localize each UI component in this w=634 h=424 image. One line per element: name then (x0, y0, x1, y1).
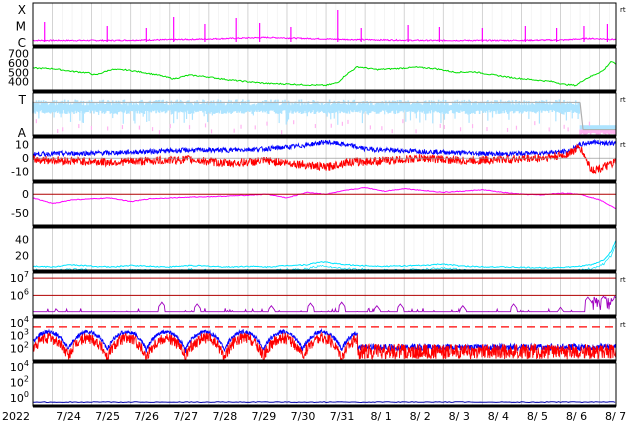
y-tick-speed: 700 (8, 48, 29, 61)
panel-label-C: C (18, 36, 26, 50)
x-tick-label: 8/ 4 (488, 410, 509, 423)
series-line-bfield-red (32, 143, 617, 175)
x-tick-label: 8/ 7 (605, 410, 626, 423)
right-tag-electron: rt (620, 321, 626, 329)
right-tag-bfield: rt (620, 141, 626, 149)
y-tick-speed: 500 (8, 66, 29, 79)
panel-label-M: M (16, 20, 26, 34)
x-tick-label: 8/ 5 (527, 410, 548, 423)
panel-frame-density (32, 227, 617, 272)
series-layer (32, 10, 617, 404)
panel-label-T: T (18, 93, 27, 107)
series-line-bfield-blue (32, 138, 616, 158)
y-tick-speed: 600 (8, 57, 29, 70)
series-line-speed-green (32, 61, 616, 87)
y-tick-density: 20 (15, 249, 29, 262)
right-tag-xmc: rt (620, 6, 626, 14)
y-tick-neutron: 104 (10, 359, 29, 374)
x-tick-label: 7/28 (212, 410, 237, 423)
series-line-dst-magenta (32, 186, 616, 210)
y-tick-bfield: 0 (22, 152, 29, 165)
x-tick-label: 8/ 1 (371, 410, 392, 423)
right-tag-ta: rt (620, 96, 626, 104)
proton-flux-line (33, 295, 617, 314)
series-line-density-cyan (32, 240, 617, 269)
x-tick-label: 8/ 6 (566, 410, 587, 423)
panel-label-A: A (18, 126, 27, 140)
neutron-count-line (33, 401, 616, 404)
y-tick-neutron: 102 (10, 375, 29, 390)
y-tick-neutron: 100 (10, 390, 29, 405)
y-tick-density: 40 (15, 234, 29, 247)
y-tick-speed: 400 (8, 76, 29, 89)
y-tick-proton: 107 (10, 270, 29, 285)
panel-label-X: X (18, 3, 26, 17)
electron-flux-blue (32, 328, 617, 354)
panel-frame-dst (32, 182, 617, 227)
x-tick-label: 7/27 (173, 410, 198, 423)
xray-flux-line (32, 36, 617, 42)
x-tick-label: 8/ 3 (449, 410, 470, 423)
x-tick-label: 7/29 (252, 410, 277, 423)
x-tick-label: 7/26 (134, 410, 159, 423)
y-tick-dst: 0 (22, 188, 29, 201)
y-tick-dst: -50 (11, 207, 29, 220)
y-tick-electron: 102 (10, 340, 29, 355)
x-tick-label: 8/ 2 (410, 410, 431, 423)
temperature-reference (579, 102, 584, 130)
panel-frame-proton (32, 272, 617, 317)
panel-frames (32, 2, 617, 408)
y-tick-bfield: -10 (11, 166, 29, 179)
year-label: 2022 (2, 410, 30, 423)
right-tag-proton: rt (620, 276, 626, 284)
x-tick-label: 7/30 (291, 410, 316, 423)
y-axis-labels: rtXMC700600500400rtTArt100-100-504020rt1… (8, 3, 626, 405)
y-tick-proton: 106 (10, 287, 29, 302)
panel-frame-neutron (32, 362, 617, 407)
x-tick-label: 7/25 (95, 410, 120, 423)
x-axis-labels: 7/24 7/25 7/26 7/27 7/28 7/29 7/30 7/31 8/ 1 8/ 2… (56, 410, 626, 423)
x-tick-label: 7/24 (56, 410, 81, 423)
x-tick-label: 7/31 (330, 410, 355, 423)
y-tick-bfield: 10 (15, 139, 29, 152)
electron-flux-red (32, 331, 617, 362)
